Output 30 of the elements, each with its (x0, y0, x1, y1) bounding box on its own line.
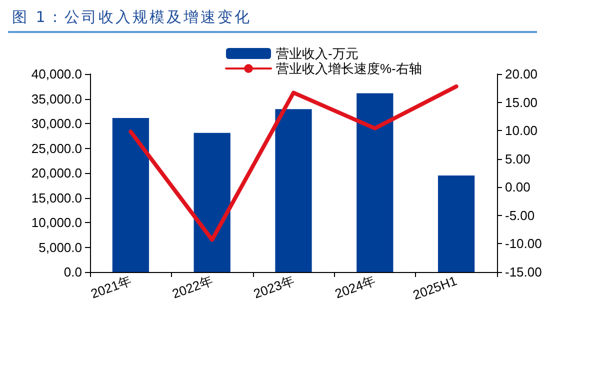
y2-tick-label: -10.00 (505, 236, 542, 252)
y2-tick-label: -15.00 (505, 264, 542, 280)
y-tick-label: 40,000.0 (31, 66, 82, 82)
y2-tick-label: 15.00 (505, 94, 538, 110)
x-tick-label: 2024年 (332, 272, 378, 302)
y-tick-label: 30,000.0 (31, 116, 82, 131)
bar (438, 175, 475, 272)
line-series (128, 84, 458, 242)
x-tick-label: 2021年 (88, 272, 134, 302)
bar (194, 132, 230, 272)
y-tick-label: 25,000.0 (31, 140, 82, 156)
y2-tick-label: 10.00 (505, 123, 538, 138)
y-tick-label: 15,000.0 (31, 190, 82, 206)
y2-tick-label: 0.00 (505, 180, 530, 195)
legend-label: 营业收入-万元 (276, 46, 358, 61)
bar (356, 93, 394, 272)
bar (112, 118, 150, 272)
x-tick-label: 2023年 (252, 272, 296, 302)
y-tick-label: 35,000.0 (31, 91, 82, 106)
y-tick-label: 0.0 (64, 264, 82, 280)
y2-tick-label: -5.00 (505, 208, 535, 223)
y2-tick-label: 20.00 (505, 66, 538, 82)
x-tick-label: 2022年 (170, 272, 215, 302)
legend-label: 营业收入增长速度%-右轴 (276, 61, 422, 76)
y-tick-label: 5,000.0 (38, 240, 82, 255)
chart-title: 图 1：公司收入规模及增速变化 (8, 6, 537, 33)
y-tick-label: 10,000.0 (31, 215, 82, 230)
y2-tick-label: 5.00 (505, 151, 530, 166)
y-tick-label: 20,000.0 (31, 166, 82, 180)
bar (275, 109, 312, 272)
